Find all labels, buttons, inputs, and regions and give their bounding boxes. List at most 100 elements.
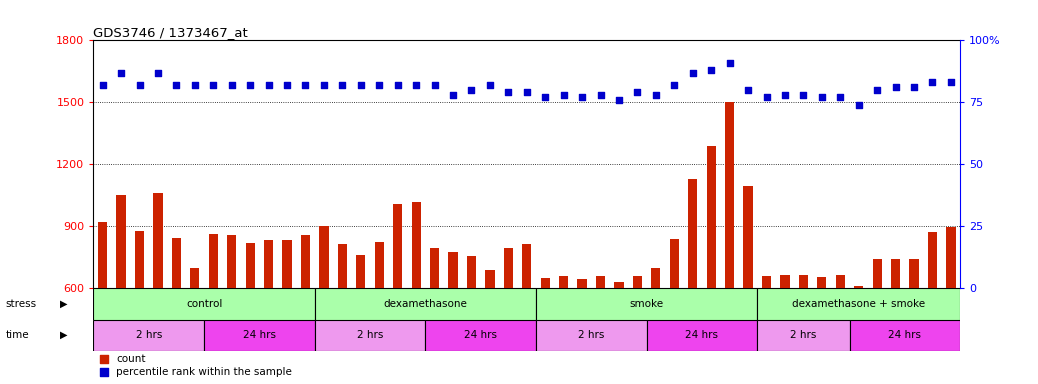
Bar <box>246 243 254 288</box>
Point <box>555 92 572 98</box>
Bar <box>486 270 494 288</box>
Bar <box>559 276 568 288</box>
Text: GDS3746 / 1373467_at: GDS3746 / 1373467_at <box>93 26 248 39</box>
Bar <box>596 276 605 288</box>
Point <box>943 79 959 86</box>
Bar <box>337 244 347 288</box>
Text: 24 hrs: 24 hrs <box>464 330 497 340</box>
Bar <box>836 275 845 288</box>
Point <box>814 94 830 100</box>
Text: control: control <box>186 299 222 309</box>
Bar <box>264 240 273 288</box>
Bar <box>651 268 660 288</box>
Point <box>629 89 646 96</box>
Bar <box>209 234 218 288</box>
Point <box>168 82 185 88</box>
Point <box>204 82 221 88</box>
Point <box>537 94 553 100</box>
Bar <box>758 319 849 351</box>
Bar <box>849 319 960 351</box>
Point <box>371 82 387 88</box>
Text: time: time <box>5 330 29 340</box>
Bar <box>93 288 315 319</box>
Point <box>906 84 923 91</box>
Bar <box>190 268 199 288</box>
Point <box>613 307 630 313</box>
Point <box>334 82 351 88</box>
Text: ▶: ▶ <box>60 299 67 309</box>
Bar <box>227 235 237 288</box>
Point <box>593 92 609 98</box>
Bar <box>541 278 550 288</box>
Bar <box>135 232 144 288</box>
Bar <box>204 319 315 351</box>
Bar <box>577 279 586 288</box>
Point <box>500 89 517 96</box>
Point <box>242 82 258 88</box>
Point <box>684 70 701 76</box>
Point <box>776 92 793 98</box>
Point <box>740 87 757 93</box>
Point <box>758 94 774 100</box>
Point <box>795 92 812 98</box>
Point <box>279 82 296 88</box>
Point <box>113 70 130 76</box>
Bar <box>647 319 758 351</box>
Bar <box>154 193 163 288</box>
Bar <box>688 179 698 288</box>
Text: 2 hrs: 2 hrs <box>790 330 817 340</box>
Text: 2 hrs: 2 hrs <box>357 330 383 340</box>
Bar <box>430 248 439 288</box>
Bar <box>503 248 513 288</box>
Bar <box>356 255 365 288</box>
Point <box>832 94 849 100</box>
Text: smoke: smoke <box>630 299 663 309</box>
Bar <box>536 319 647 351</box>
Point <box>610 97 627 103</box>
Point <box>261 82 277 88</box>
Bar <box>614 282 624 288</box>
Bar <box>762 276 771 288</box>
Bar <box>172 238 181 288</box>
Point <box>887 84 904 91</box>
Text: 2 hrs: 2 hrs <box>136 330 162 340</box>
Bar <box>426 319 536 351</box>
Point <box>297 82 313 88</box>
Bar <box>873 259 881 288</box>
Point <box>463 87 480 93</box>
Text: 24 hrs: 24 hrs <box>243 330 276 340</box>
Text: count: count <box>116 354 145 364</box>
Point <box>427 82 443 88</box>
Bar <box>817 277 826 288</box>
Point <box>223 82 240 88</box>
Bar <box>411 202 420 288</box>
Point <box>408 82 425 88</box>
Bar <box>799 275 808 288</box>
Point <box>648 92 664 98</box>
Point <box>703 67 719 73</box>
Bar <box>670 238 679 288</box>
Bar <box>116 195 126 288</box>
Bar <box>928 232 937 288</box>
Text: ▶: ▶ <box>60 330 67 340</box>
Point <box>353 82 370 88</box>
Point <box>924 79 940 86</box>
Bar <box>282 240 292 288</box>
Bar <box>93 319 204 351</box>
Point <box>850 102 867 108</box>
Text: dexamethasone: dexamethasone <box>383 299 467 309</box>
Text: dexamethasone + smoke: dexamethasone + smoke <box>792 299 925 309</box>
Text: stress: stress <box>5 299 36 309</box>
Bar <box>909 259 919 288</box>
Bar <box>375 242 384 288</box>
Text: 24 hrs: 24 hrs <box>889 330 922 340</box>
Text: percentile rank within the sample: percentile rank within the sample <box>116 367 292 377</box>
Bar <box>947 227 956 288</box>
Point <box>444 92 461 98</box>
Point <box>149 70 166 76</box>
Bar <box>315 319 426 351</box>
Bar <box>522 245 531 288</box>
Bar <box>98 222 107 288</box>
Bar <box>467 256 476 288</box>
Bar <box>781 275 790 288</box>
